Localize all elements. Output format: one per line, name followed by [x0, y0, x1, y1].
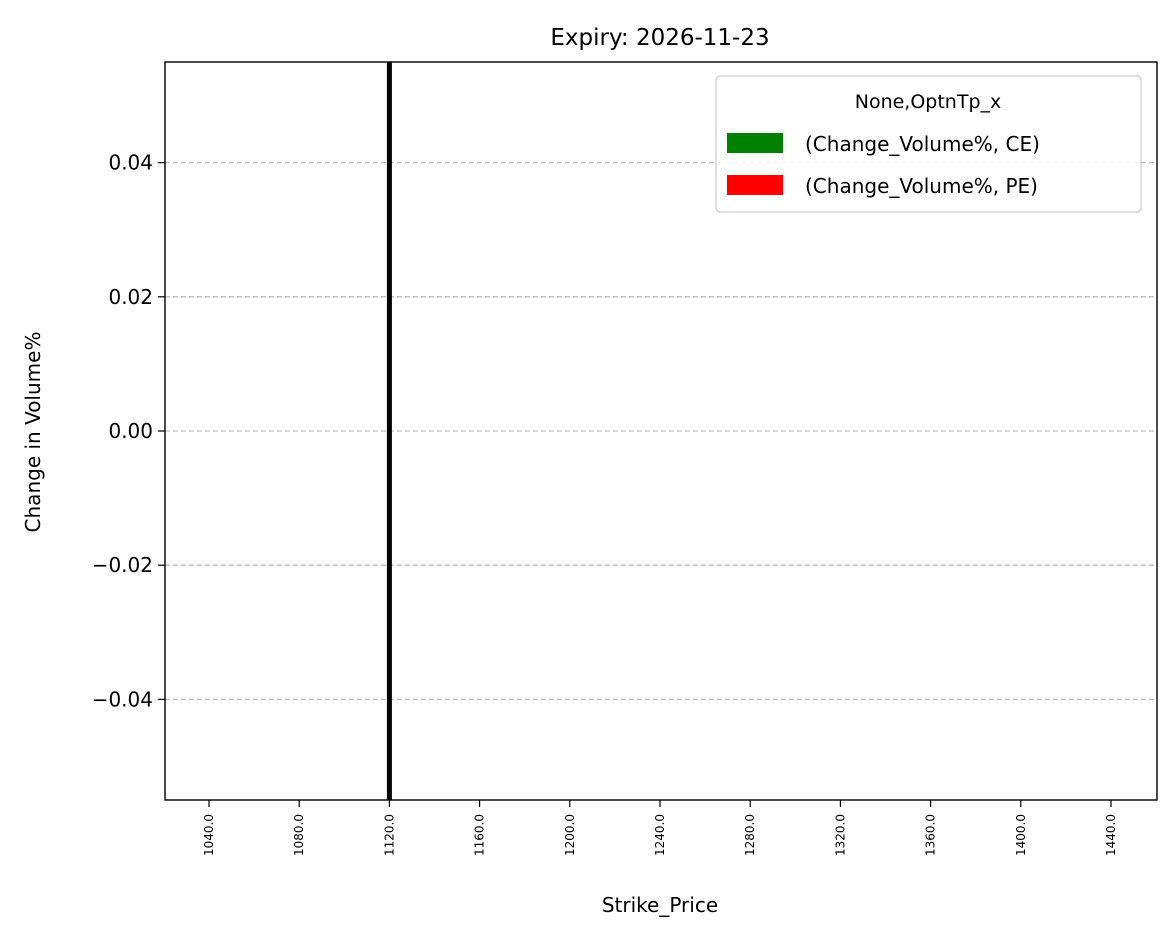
x-tick-label: 1080.0 [292, 814, 306, 856]
legend-label-pe: (Change_Volume%, PE) [805, 174, 1038, 198]
y-tick-label: 0.04 [108, 151, 153, 175]
y-axis-label: Change in Volume% [21, 332, 45, 533]
y-axis: −0.04 −0.02 0.00 0.02 0.04 [92, 151, 165, 711]
x-tick-label: 1040.0 [202, 814, 216, 856]
x-axis: 1040.0 1080.0 1120.0 1160.0 1200.0 1240.0 1280… [202, 800, 1118, 856]
x-tick-label: 1400.0 [1014, 814, 1028, 856]
chart-title: Expiry: 2026-11-23 [550, 25, 769, 51]
y-tick-label: −0.02 [92, 553, 153, 577]
y-tick-label: 0.00 [108, 419, 153, 443]
legend-frame [715, 75, 1142, 213]
x-tick-label: 1280.0 [743, 814, 757, 856]
x-tick-label: 1200.0 [563, 814, 577, 856]
legend-title: None,OptnTp_x [855, 91, 1002, 113]
x-tick-label: 1320.0 [833, 814, 847, 856]
x-tick-label: 1120.0 [382, 814, 396, 856]
x-tick-label: 1240.0 [653, 814, 667, 856]
legend-label-ce: (Change_Volume%, CE) [805, 132, 1040, 156]
x-axis-label: Strike_Price [602, 893, 718, 917]
legend: None,OptnTp_x (Change_Volume%, CE) (Chan… [715, 75, 1142, 213]
x-tick-label: 1440.0 [1104, 814, 1118, 856]
x-tick-label: 1160.0 [473, 814, 487, 856]
legend-swatch-ce [727, 133, 783, 153]
legend-swatch-pe [727, 175, 783, 195]
y-tick-label: 0.02 [108, 285, 153, 309]
y-tick-label: −0.04 [92, 687, 153, 711]
x-tick-label: 1360.0 [924, 814, 938, 856]
